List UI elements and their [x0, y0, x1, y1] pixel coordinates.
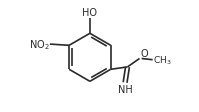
Text: NO$_2$: NO$_2$: [29, 38, 49, 52]
Text: NH: NH: [118, 84, 133, 94]
Text: HO: HO: [82, 8, 97, 18]
Text: CH$_3$: CH$_3$: [153, 54, 172, 66]
Text: O: O: [140, 49, 148, 58]
